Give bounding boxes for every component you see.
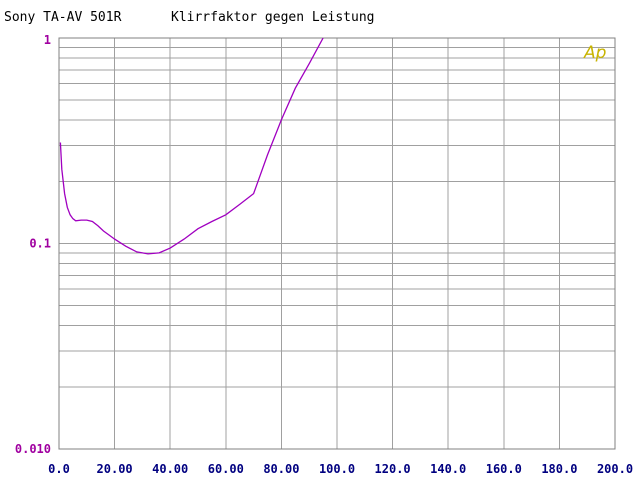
- x-tick-labels: 0.0 20.00 40.00 60.00 80.00 100.0 120.0 140.0 16…: [48, 462, 633, 476]
- x-tick-label: 120.0: [375, 462, 411, 476]
- x-tick-label: 100.0: [319, 462, 355, 476]
- x-tick-label: 180.0: [541, 462, 577, 476]
- x-tick-label: 40.00: [152, 462, 188, 476]
- y-tick-label: 1: [44, 33, 51, 47]
- x-tick-label: 160.0: [486, 462, 522, 476]
- x-tick-label: 80.00: [263, 462, 299, 476]
- ap-logo: Ap: [583, 43, 607, 63]
- y-tick-label: 0.010: [15, 442, 51, 456]
- plot-frame: [58, 37, 616, 450]
- y-tick-labels: 1 0.1 0.010: [15, 33, 51, 456]
- device-title: Sony TA-AV 501R: [4, 10, 122, 25]
- curve-layer: [59, 38, 324, 255]
- x-tick-label: 140.0: [430, 462, 466, 476]
- x-tick-label: 0.0: [48, 462, 70, 476]
- measurement-title: Klirrfaktor gegen Leistung: [171, 10, 375, 25]
- thd-curve: [59, 38, 324, 255]
- x-tick-label: 20.00: [97, 462, 133, 476]
- x-tick-label: 60.00: [208, 462, 244, 476]
- grid: [58, 37, 616, 450]
- x-tick-label: 200.0: [597, 462, 633, 476]
- y-tick-label: 0.1: [29, 237, 51, 251]
